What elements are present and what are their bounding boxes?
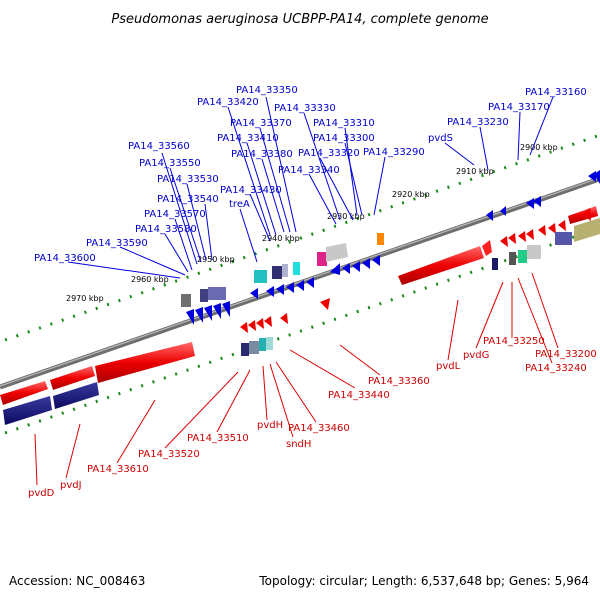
gene-label: pvdL	[436, 361, 461, 372]
diagram-title: Pseudomonas aeruginosa UCBPP-PA14, compl…	[111, 12, 488, 27]
kbp-label: 2900 kbp	[520, 143, 558, 152]
gene-label: PA14_33590	[86, 238, 148, 249]
gene-label: PA14_33520	[138, 449, 200, 460]
gene-label: PA14_33430	[220, 185, 282, 196]
bottom-leaders	[34, 272, 559, 486]
kbp-label: 2970 kbp	[66, 294, 104, 303]
gene-label: PA14_33160	[525, 87, 587, 98]
gene-label: PA14_33570	[144, 209, 206, 220]
kbp-label: 2910 kbp	[456, 167, 494, 176]
kbp-label: 2920 kbp	[392, 190, 430, 199]
gene-label: sndH	[286, 439, 311, 450]
gene-label: PA14_33600	[34, 253, 96, 264]
gene-label: PA14_33340	[278, 165, 340, 176]
gene-label: PA14_33530	[157, 174, 219, 185]
gene-pvdL	[398, 246, 484, 285]
kbp-label: 2960 kbp	[131, 275, 169, 284]
gene-label: treA	[229, 199, 250, 210]
gene-label: PA14_33410	[217, 133, 279, 144]
gene-label: pvdJ	[60, 480, 82, 491]
kbp-label: 2940 kbp	[262, 234, 300, 243]
gene-label: PA14_33610	[87, 464, 149, 475]
gene-label: PA14_33250	[483, 336, 545, 347]
top-leaders	[67, 96, 554, 279]
gene-label: PA14_33580	[135, 224, 197, 235]
gene-label: PA14_33230	[447, 117, 509, 128]
gene-label: PA14_33300	[313, 133, 375, 144]
gene-label: PA14_33560	[128, 141, 190, 152]
gene-label: PA14_33420	[197, 97, 259, 108]
gene-label: PA14_33370	[230, 118, 292, 129]
topology-text: Topology: circular; Length: 6,537,648 bp…	[259, 574, 589, 588]
feature-pvdD	[3, 396, 52, 425]
gene-label: PA14_33170	[488, 102, 550, 113]
bottom-gene-labels: PA14_33200 PA14_33240 PA14_33250 pvdG pv…	[28, 336, 597, 499]
gene-pvdJ-red	[50, 366, 95, 390]
gene-label: pvdD	[28, 488, 55, 499]
accession-text: Accession: NC_008463	[9, 574, 146, 588]
lower-features	[3, 218, 600, 425]
gene-label: PA14_33550	[139, 158, 201, 169]
gene-label: pvdS	[428, 133, 453, 144]
kbp-labels: 2900 kbp 2910 kbp 2920 kbp 2930 kbp 2940…	[66, 143, 558, 303]
gene-label: PA14_33380	[231, 149, 293, 160]
gene-red-right	[568, 206, 598, 224]
gene-pvdD-red	[0, 381, 48, 405]
gene-label: PA14_33330	[274, 103, 336, 114]
forward-strand-genes	[181, 170, 600, 325]
gene-label: PA14_33200	[535, 349, 597, 360]
kbp-label: 2930 kbp	[327, 212, 365, 221]
gene-label: PA14_33350	[236, 85, 298, 96]
gene-label: PA14_33540	[157, 194, 219, 205]
gene-PA14_33610	[95, 342, 195, 383]
gene-label: PA14_33290	[363, 147, 425, 158]
gene-label: PA14_33510	[187, 433, 249, 444]
gene-label: PA14_33360	[368, 376, 430, 387]
gene-label: PA14_33460	[288, 423, 350, 434]
top-gene-labels: PA14_33160 PA14_33170 PA14_33230 pvdS PA…	[34, 85, 587, 264]
kbp-label: 2950 kbp	[197, 255, 235, 264]
gene-label: PA14_33320	[298, 148, 360, 159]
gene-label: PA14_33440	[328, 390, 390, 401]
feature-pvdJ	[53, 382, 99, 409]
gene-label: PA14_33240	[525, 363, 587, 374]
gene-label: pvdH	[257, 420, 283, 431]
gene-label: pvdG	[463, 350, 489, 361]
gene-label: PA14_33310	[313, 118, 375, 129]
reverse-strand-genes	[0, 206, 598, 405]
